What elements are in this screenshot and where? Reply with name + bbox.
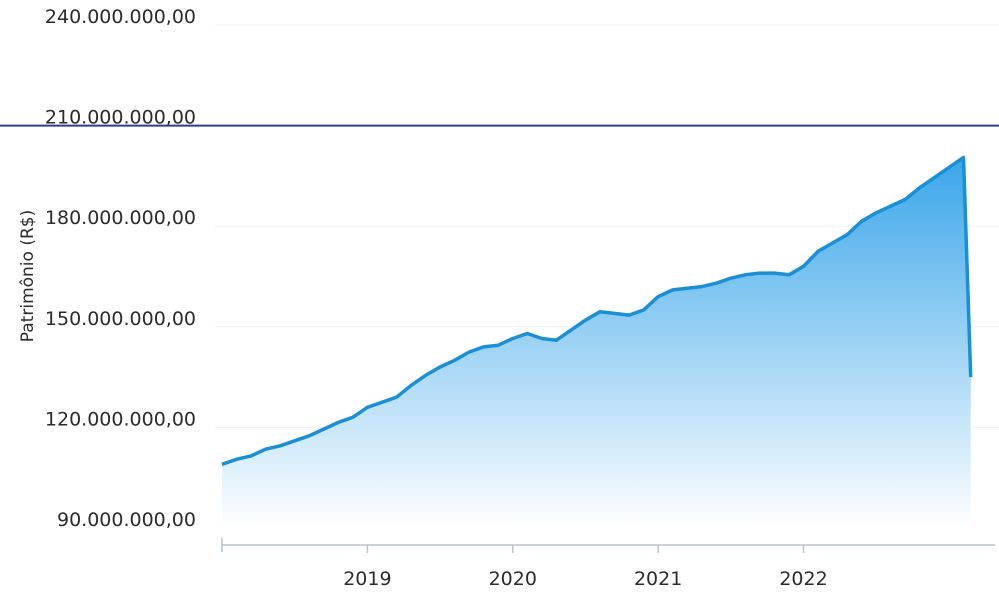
x-tick-label: 2020 (489, 568, 537, 590)
area-fill (222, 157, 971, 528)
y-tick-label: 120.000.000,00 (45, 408, 196, 430)
series-area (221, 155, 973, 528)
x-tick-label: 2022 (779, 568, 827, 590)
x-axis-ticks: 2019 2020 2021 2022 (343, 545, 828, 590)
x-tick-label: 2021 (634, 568, 682, 590)
y-tick-label: 180.000.000,00 (45, 207, 196, 229)
y-tick-label: 90.000.000,00 (57, 509, 196, 531)
y-tick-label: 240.000.000,00 (45, 6, 196, 28)
x-axis (221, 538, 995, 552)
y-tick-label: 150.000.000,00 (45, 308, 196, 330)
series-line (221, 155, 973, 466)
y-axis-ticks: 90.000.000,00 120.000.000,00 150.000.000,0… (45, 6, 196, 531)
y-tick-label: 210.000.000,00 (45, 107, 196, 129)
x-tick-label: 2019 (343, 568, 391, 590)
y-axis-label: Patrimônio (R$) (18, 210, 38, 342)
